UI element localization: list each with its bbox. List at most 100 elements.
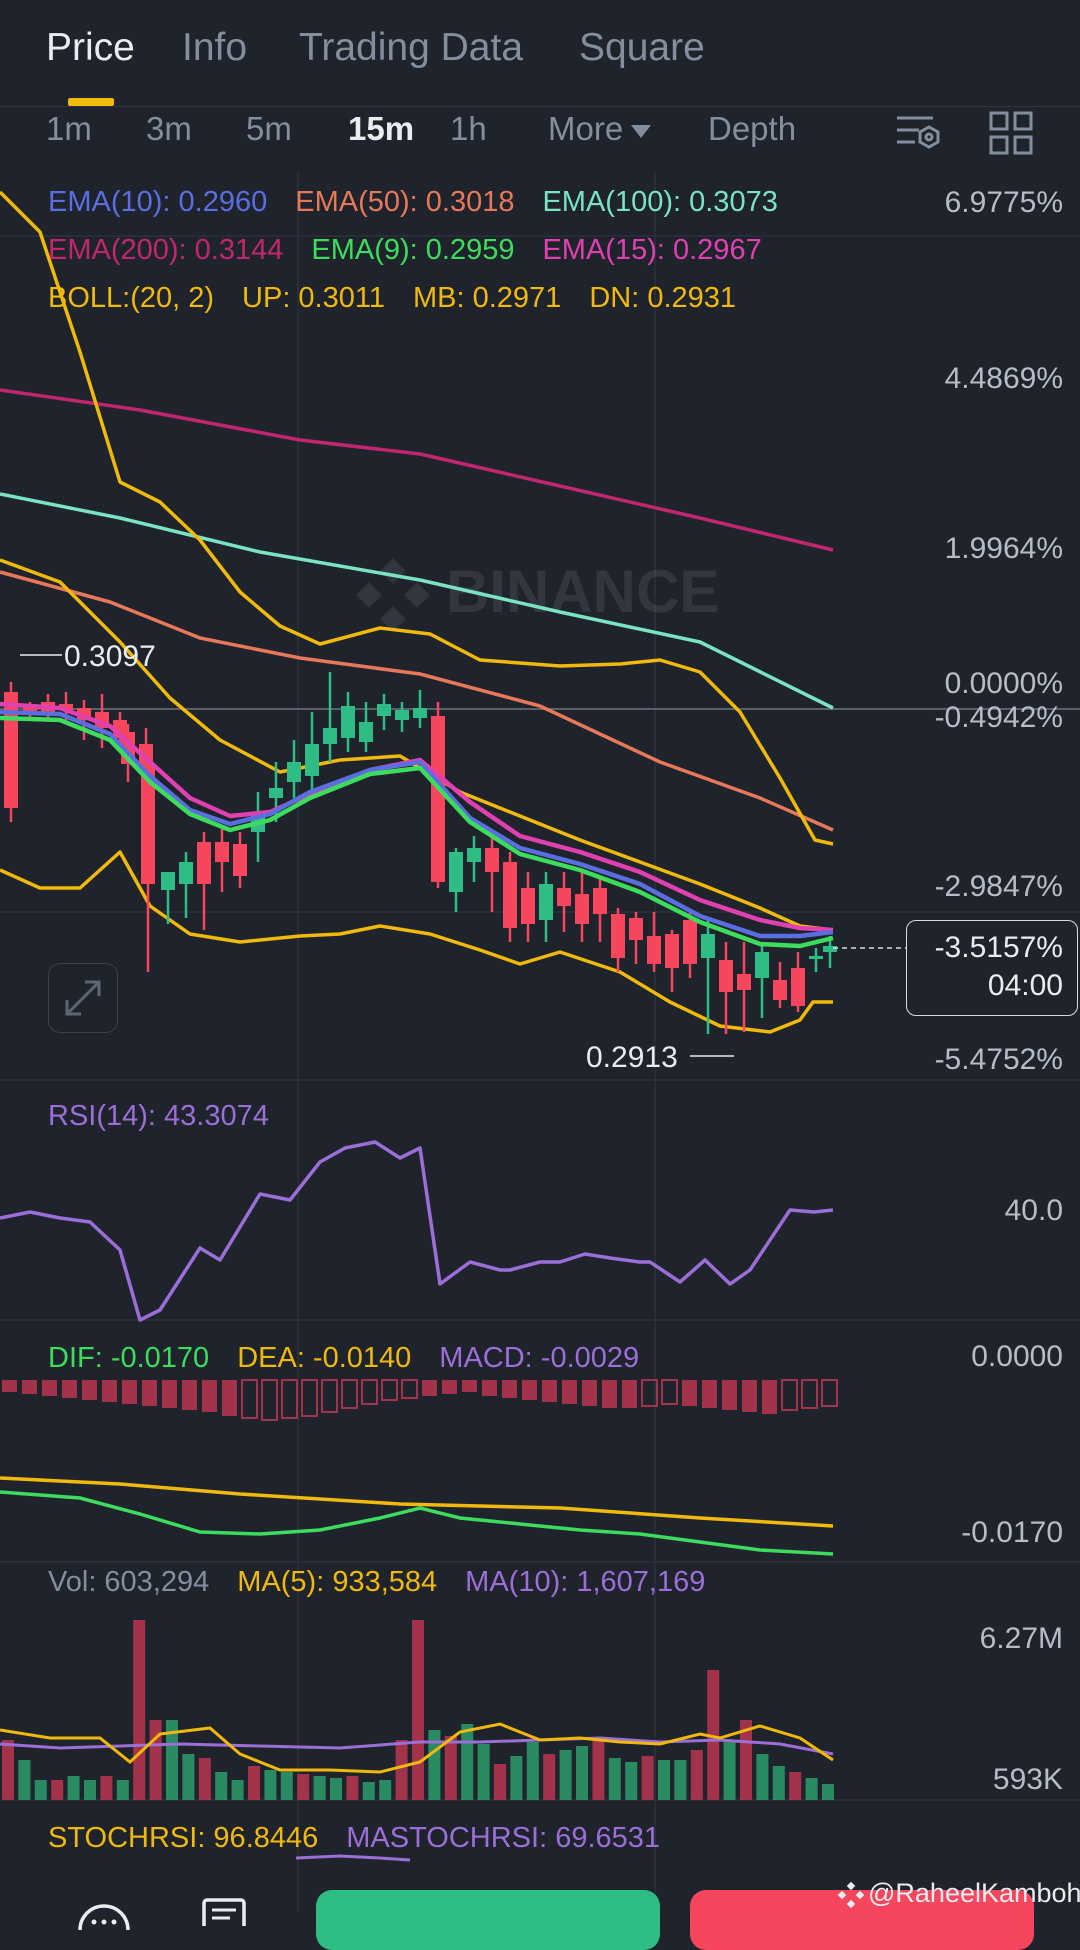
macd-bar (341, 1379, 358, 1409)
macd-bar (482, 1380, 497, 1396)
vol-ma10-legend: MA(10): 1,607,169 (465, 1566, 706, 1598)
tab-trading-data[interactable]: Trading Data (299, 26, 524, 69)
macd-bar (821, 1379, 838, 1407)
candle-body (269, 788, 283, 798)
candle-body (287, 762, 301, 782)
macd-bar (2, 1380, 17, 1392)
volume-bar (412, 1620, 424, 1800)
volume-bar (526, 1742, 539, 1800)
macd-bar (622, 1380, 637, 1408)
candle-body (503, 862, 517, 928)
candle-body (161, 872, 175, 890)
macd-bar (122, 1380, 137, 1404)
tab-square[interactable]: Square (579, 26, 705, 69)
macd-bar (202, 1380, 217, 1412)
interval-1m[interactable]: 1m (46, 110, 92, 147)
macd-bar (562, 1380, 577, 1404)
more-dropdown[interactable]: More (548, 110, 652, 148)
ema10-line (0, 709, 834, 939)
candle-body (557, 888, 571, 906)
ema100-legend: EMA(100): 0.3073 (542, 186, 778, 218)
orders-icon[interactable] (200, 1896, 248, 1926)
volume-bar (772, 1766, 785, 1800)
macd-bar (301, 1379, 318, 1417)
volume-bar (215, 1772, 228, 1800)
candle-body (773, 980, 787, 1000)
more-menu-icon[interactable] (76, 1900, 132, 1930)
volume-bar (182, 1754, 195, 1800)
candle-body (395, 710, 409, 720)
volume-bar (116, 1780, 129, 1800)
volume-bar (510, 1756, 523, 1800)
volume-bar (264, 1770, 277, 1800)
volume-bar (805, 1778, 818, 1800)
macd-histogram (2, 1379, 838, 1421)
macd-bar (602, 1380, 617, 1408)
indicator-settings-icon[interactable] (893, 110, 943, 158)
volume-bar (789, 1772, 802, 1800)
candle-body (197, 842, 211, 884)
volume-bar (330, 1778, 342, 1800)
candle-body (431, 716, 445, 882)
macd-bar (241, 1379, 258, 1419)
boll-up-line (0, 190, 834, 846)
volume-bar (756, 1754, 769, 1800)
interval-3m[interactable]: 3m (146, 110, 192, 147)
candle-body (719, 960, 733, 992)
interval-1h[interactable]: 1h (450, 110, 487, 147)
expand-icon (65, 980, 101, 1016)
tab-info[interactable]: Info (182, 26, 248, 69)
rsi-axis-label: 40.0 (1005, 1194, 1063, 1227)
volume-bar (166, 1720, 178, 1800)
volume-bar (592, 1740, 605, 1800)
volume-bar (280, 1772, 293, 1800)
volume-bar (723, 1740, 736, 1800)
current-price-tag: -3.5157% 04:00 (906, 920, 1078, 1016)
low-price-marker: 0.2913 (586, 1041, 678, 1074)
volume-bar (674, 1760, 687, 1800)
ema50-line (0, 570, 834, 832)
macd-bar (321, 1379, 338, 1413)
interval-5m[interactable]: 5m (246, 110, 292, 147)
volume-bar (18, 1760, 31, 1800)
macd-bar (702, 1380, 717, 1408)
candle-body (809, 956, 823, 959)
volume-bar (477, 1744, 490, 1800)
macd-bar (422, 1380, 437, 1396)
macd-bar (641, 1379, 658, 1407)
layout-grid-icon[interactable] (988, 110, 1034, 156)
buy-button[interactable] (316, 1890, 660, 1950)
volume-bar (494, 1764, 506, 1800)
ema9-legend: EMA(9): 0.2959 (311, 234, 515, 266)
volume-bar (822, 1784, 834, 1800)
ema-short-lines (0, 701, 834, 949)
binance-watermark: BINANCE (356, 558, 719, 632)
stochrsi-value-legend: STOCHRSI: 96.8446 (48, 1822, 319, 1854)
volume-bars (2, 1620, 834, 1800)
vol-ma5-legend: MA(5): 933,584 (237, 1566, 438, 1598)
macd-value-legend: MACD: -0.0029 (439, 1342, 640, 1374)
boll-dn-legend: DN: 0.2931 (589, 282, 737, 314)
vol-axis-top: 6.27M (980, 1622, 1063, 1655)
volume-bar (740, 1720, 752, 1800)
volume-bar (313, 1776, 326, 1800)
candle-body (575, 894, 589, 924)
vol-legend: Vol: 603,294 (48, 1566, 210, 1598)
ema10-legend: EMA(10): 0.2960 (48, 186, 268, 218)
volume-bar (625, 1762, 638, 1800)
macd-bar (62, 1380, 77, 1398)
stochrsi-line (295, 1854, 411, 1862)
candle-body (485, 848, 499, 872)
boll-mb-legend: MB: 0.2971 (412, 282, 562, 314)
tab-price[interactable]: Price (46, 26, 135, 69)
candlesticks (4, 672, 837, 1034)
chart-canvas[interactable]: BINANCE 0.3097 0.2913 6.9775% 4.4869% 1.… (0, 172, 1080, 1912)
ema9-line (0, 715, 834, 949)
interval-15m[interactable]: 15m (348, 110, 415, 147)
macd-dif-line (0, 1490, 834, 1556)
macd-bar (762, 1380, 777, 1414)
candle-body (823, 946, 837, 952)
depth-tab[interactable]: Depth (708, 110, 797, 147)
fullscreen-button[interactable] (48, 963, 118, 1033)
ema100-line (0, 492, 834, 710)
